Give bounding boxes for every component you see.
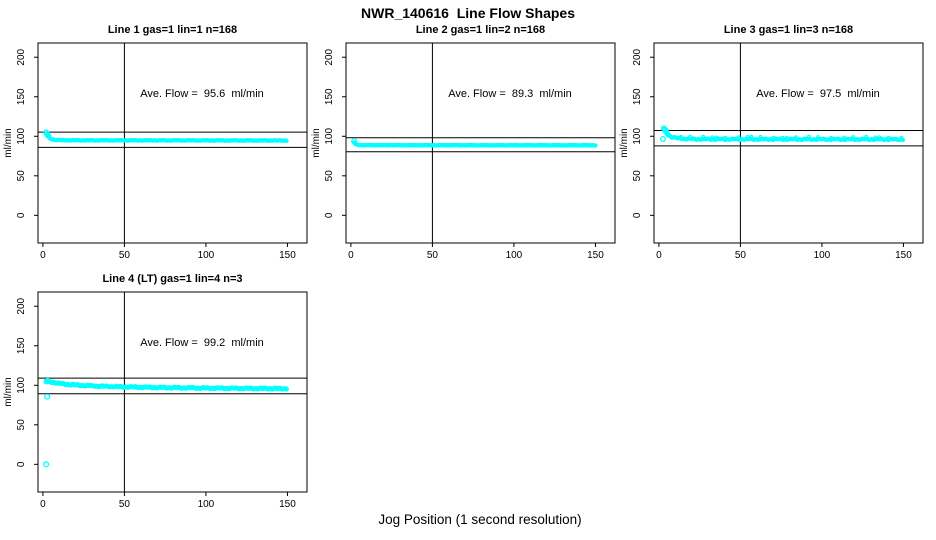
plot-box <box>345 42 616 244</box>
panel-title: Line 3 gas=1 lin=3 n=168 <box>723 24 854 36</box>
y-tick-label: 50 <box>632 170 643 182</box>
panel-line-3: Line 3 gas=1 lin=3 n=168 Ave. Flow = 97.… <box>618 22 934 274</box>
x-axis-title: Jog Position (1 second resolution) <box>378 512 582 527</box>
ave-flow-annotation: Ave. Flow = 97.5 ml/min <box>756 88 880 100</box>
y-tick-label: 0 <box>324 212 335 218</box>
spike-points <box>659 125 669 143</box>
x-tick-label: 0 <box>40 499 46 510</box>
panel-title: Line 2 gas=1 lin=2 n=168 <box>415 24 546 36</box>
x-tick-label: 50 <box>427 250 439 261</box>
x-tick-label: 150 <box>587 250 604 261</box>
y-tick-label: 0 <box>632 212 643 218</box>
scatter-plot: 0 50 100 150 0 50 100 150 200 ml/min <box>3 42 308 261</box>
page-title: NWR_140616 Line Flow Shapes <box>361 5 575 21</box>
data-point <box>44 393 51 400</box>
data-point <box>45 132 52 139</box>
panel-line-2: Line 2 gas=1 lin=2 n=168 Ave. Flow = 89.… <box>310 22 626 274</box>
panel-line-4: Line 4 (LT) gas=1 lin=4 n=3 Ave. Flow = … <box>2 271 318 523</box>
x-tick-label: 150 <box>279 499 296 510</box>
x-tick-label: 100 <box>506 250 523 261</box>
y-tick-label: 50 <box>324 170 335 182</box>
y-tick-label: 50 <box>16 170 27 182</box>
x-tick-label: 100 <box>198 499 215 510</box>
x-tick-label: 0 <box>348 250 354 261</box>
ave-flow-annotation: Ave. Flow = 95.6 ml/min <box>140 88 264 100</box>
y-tick-label: 200 <box>16 48 27 65</box>
x-tick-label: 0 <box>40 250 46 261</box>
y-axis-label: ml/min <box>3 128 14 157</box>
y-tick-label: 150 <box>632 88 643 105</box>
data-point <box>661 126 668 133</box>
x-tick-label: 50 <box>119 250 131 261</box>
plot-box <box>37 42 308 244</box>
y-tick-label: 150 <box>16 337 27 354</box>
data-points <box>45 133 289 143</box>
y-tick-label: 0 <box>16 461 27 467</box>
y-axis-label: ml/min <box>619 128 630 157</box>
axes: 0 50 100 150 0 50 100 150 200 ml/min <box>619 48 912 261</box>
reference-lines <box>346 43 615 243</box>
reference-lines <box>654 43 923 243</box>
spike-points <box>43 129 52 139</box>
reference-lines <box>38 43 307 243</box>
data-point <box>662 127 669 134</box>
y-tick-label: 100 <box>16 128 27 145</box>
spike-points <box>43 377 51 468</box>
y-tick-label: 150 <box>16 88 27 105</box>
y-tick-label: 0 <box>16 212 27 218</box>
y-tick-label: 200 <box>632 48 643 65</box>
y-tick-label: 50 <box>16 419 27 431</box>
data-point <box>44 377 51 384</box>
reference-lines <box>38 292 307 492</box>
ave-flow-annotation: Ave. Flow = 99.2 ml/min <box>140 337 264 349</box>
data-points <box>663 129 905 143</box>
y-axis-label: ml/min <box>3 377 14 406</box>
scatter-plot: 0 50 100 150 0 50 100 150 200 ml/min <box>311 42 616 261</box>
y-tick-label: 100 <box>632 128 643 145</box>
data-point <box>351 138 358 145</box>
axes: 0 50 100 150 0 50 100 150 200 ml/min <box>3 48 296 261</box>
x-tick-label: 100 <box>814 250 831 261</box>
panel-title: Line 4 (LT) gas=1 lin=4 n=3 <box>102 273 243 285</box>
axes: 0 50 100 150 0 50 100 150 200 ml/min <box>311 48 604 261</box>
plot-box <box>653 42 924 244</box>
spike-points <box>351 138 358 145</box>
data-points <box>351 140 598 148</box>
data-points <box>45 378 289 392</box>
data-point <box>43 461 50 468</box>
y-tick-label: 150 <box>324 88 335 105</box>
panel-title: Line 1 gas=1 lin=1 n=168 <box>107 24 238 36</box>
x-tick-label: 150 <box>279 250 296 261</box>
scatter-plot: 0 50 100 150 0 50 100 150 200 ml/min <box>3 291 308 510</box>
x-tick-label: 100 <box>198 250 215 261</box>
scatter-plot: 0 50 100 150 0 50 100 150 200 ml/min <box>619 42 924 261</box>
x-tick-label: 150 <box>895 250 912 261</box>
panel-line-1: Line 1 gas=1 lin=1 n=168 Ave. Flow = 95.… <box>2 22 318 274</box>
data-point <box>659 135 667 143</box>
x-tick-label: 50 <box>119 499 131 510</box>
y-tick-label: 100 <box>324 128 335 145</box>
x-tick-label: 50 <box>735 250 747 261</box>
y-tick-label: 200 <box>16 297 27 314</box>
x-tick-label: 0 <box>656 250 662 261</box>
y-axis-label: ml/min <box>311 128 322 157</box>
plot-box <box>37 291 308 493</box>
y-tick-label: 100 <box>16 377 27 394</box>
ave-flow-annotation: Ave. Flow = 89.3 ml/min <box>448 88 572 100</box>
y-tick-label: 200 <box>324 48 335 65</box>
axes: 0 50 100 150 0 50 100 150 200 ml/min <box>3 297 296 510</box>
